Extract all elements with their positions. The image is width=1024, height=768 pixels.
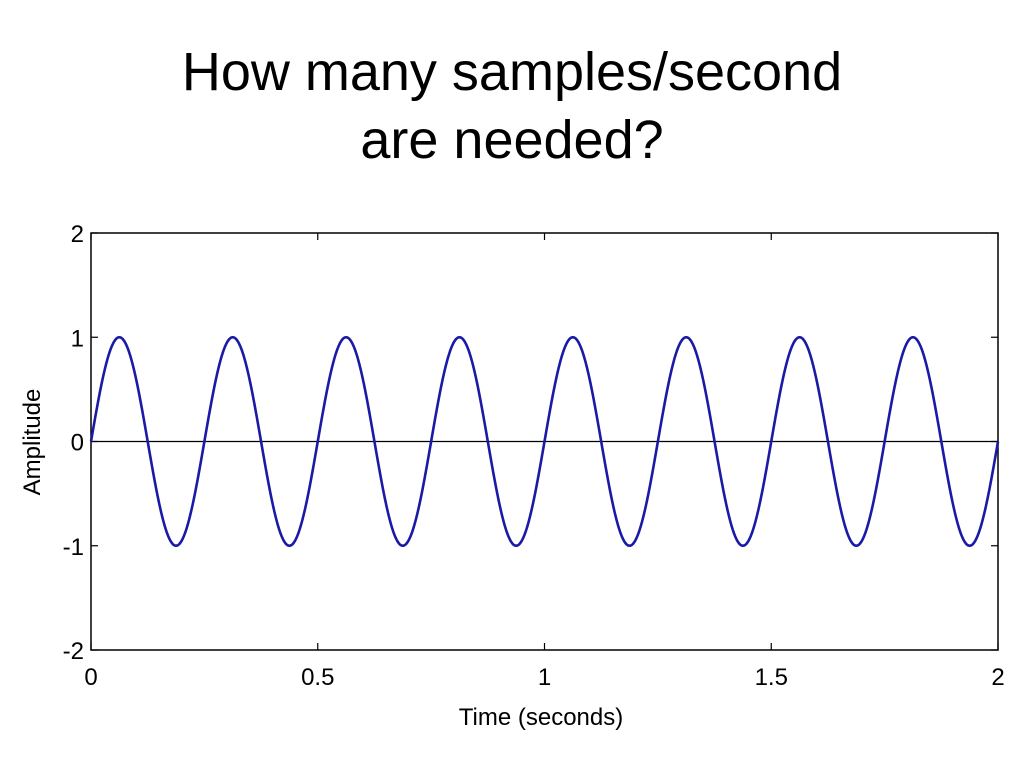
y-tick-label: 2 bbox=[71, 221, 84, 248]
x-axis-title: Time (seconds) bbox=[459, 704, 623, 731]
x-tick-labels: 0 0.5 1 1.5 2 bbox=[84, 664, 1004, 691]
x-tick-label: 0 bbox=[84, 664, 97, 691]
title-line-2: are needed? bbox=[360, 110, 664, 170]
x-tick-label: 1 bbox=[538, 664, 551, 691]
sine-series-line bbox=[89, 335, 1000, 548]
y-tick-label: -2 bbox=[63, 638, 84, 665]
y-tick-labels: 2 1 0 -1 -2 bbox=[63, 221, 84, 665]
series-group bbox=[89, 335, 1000, 548]
y-tick-label: 0 bbox=[71, 430, 84, 457]
title-line-1: How many samples/second bbox=[181, 42, 843, 102]
x-tick-label: 0.5 bbox=[301, 664, 334, 691]
x-tick-label: 1.5 bbox=[755, 664, 788, 691]
y-axis-title: Amplitude bbox=[19, 389, 46, 496]
y-tick-label: 1 bbox=[71, 325, 84, 352]
y-tick-label: -1 bbox=[63, 534, 84, 561]
x-tick-label: 2 bbox=[991, 664, 1004, 691]
slide-title: How many samples/second are needed? bbox=[0, 38, 1024, 174]
